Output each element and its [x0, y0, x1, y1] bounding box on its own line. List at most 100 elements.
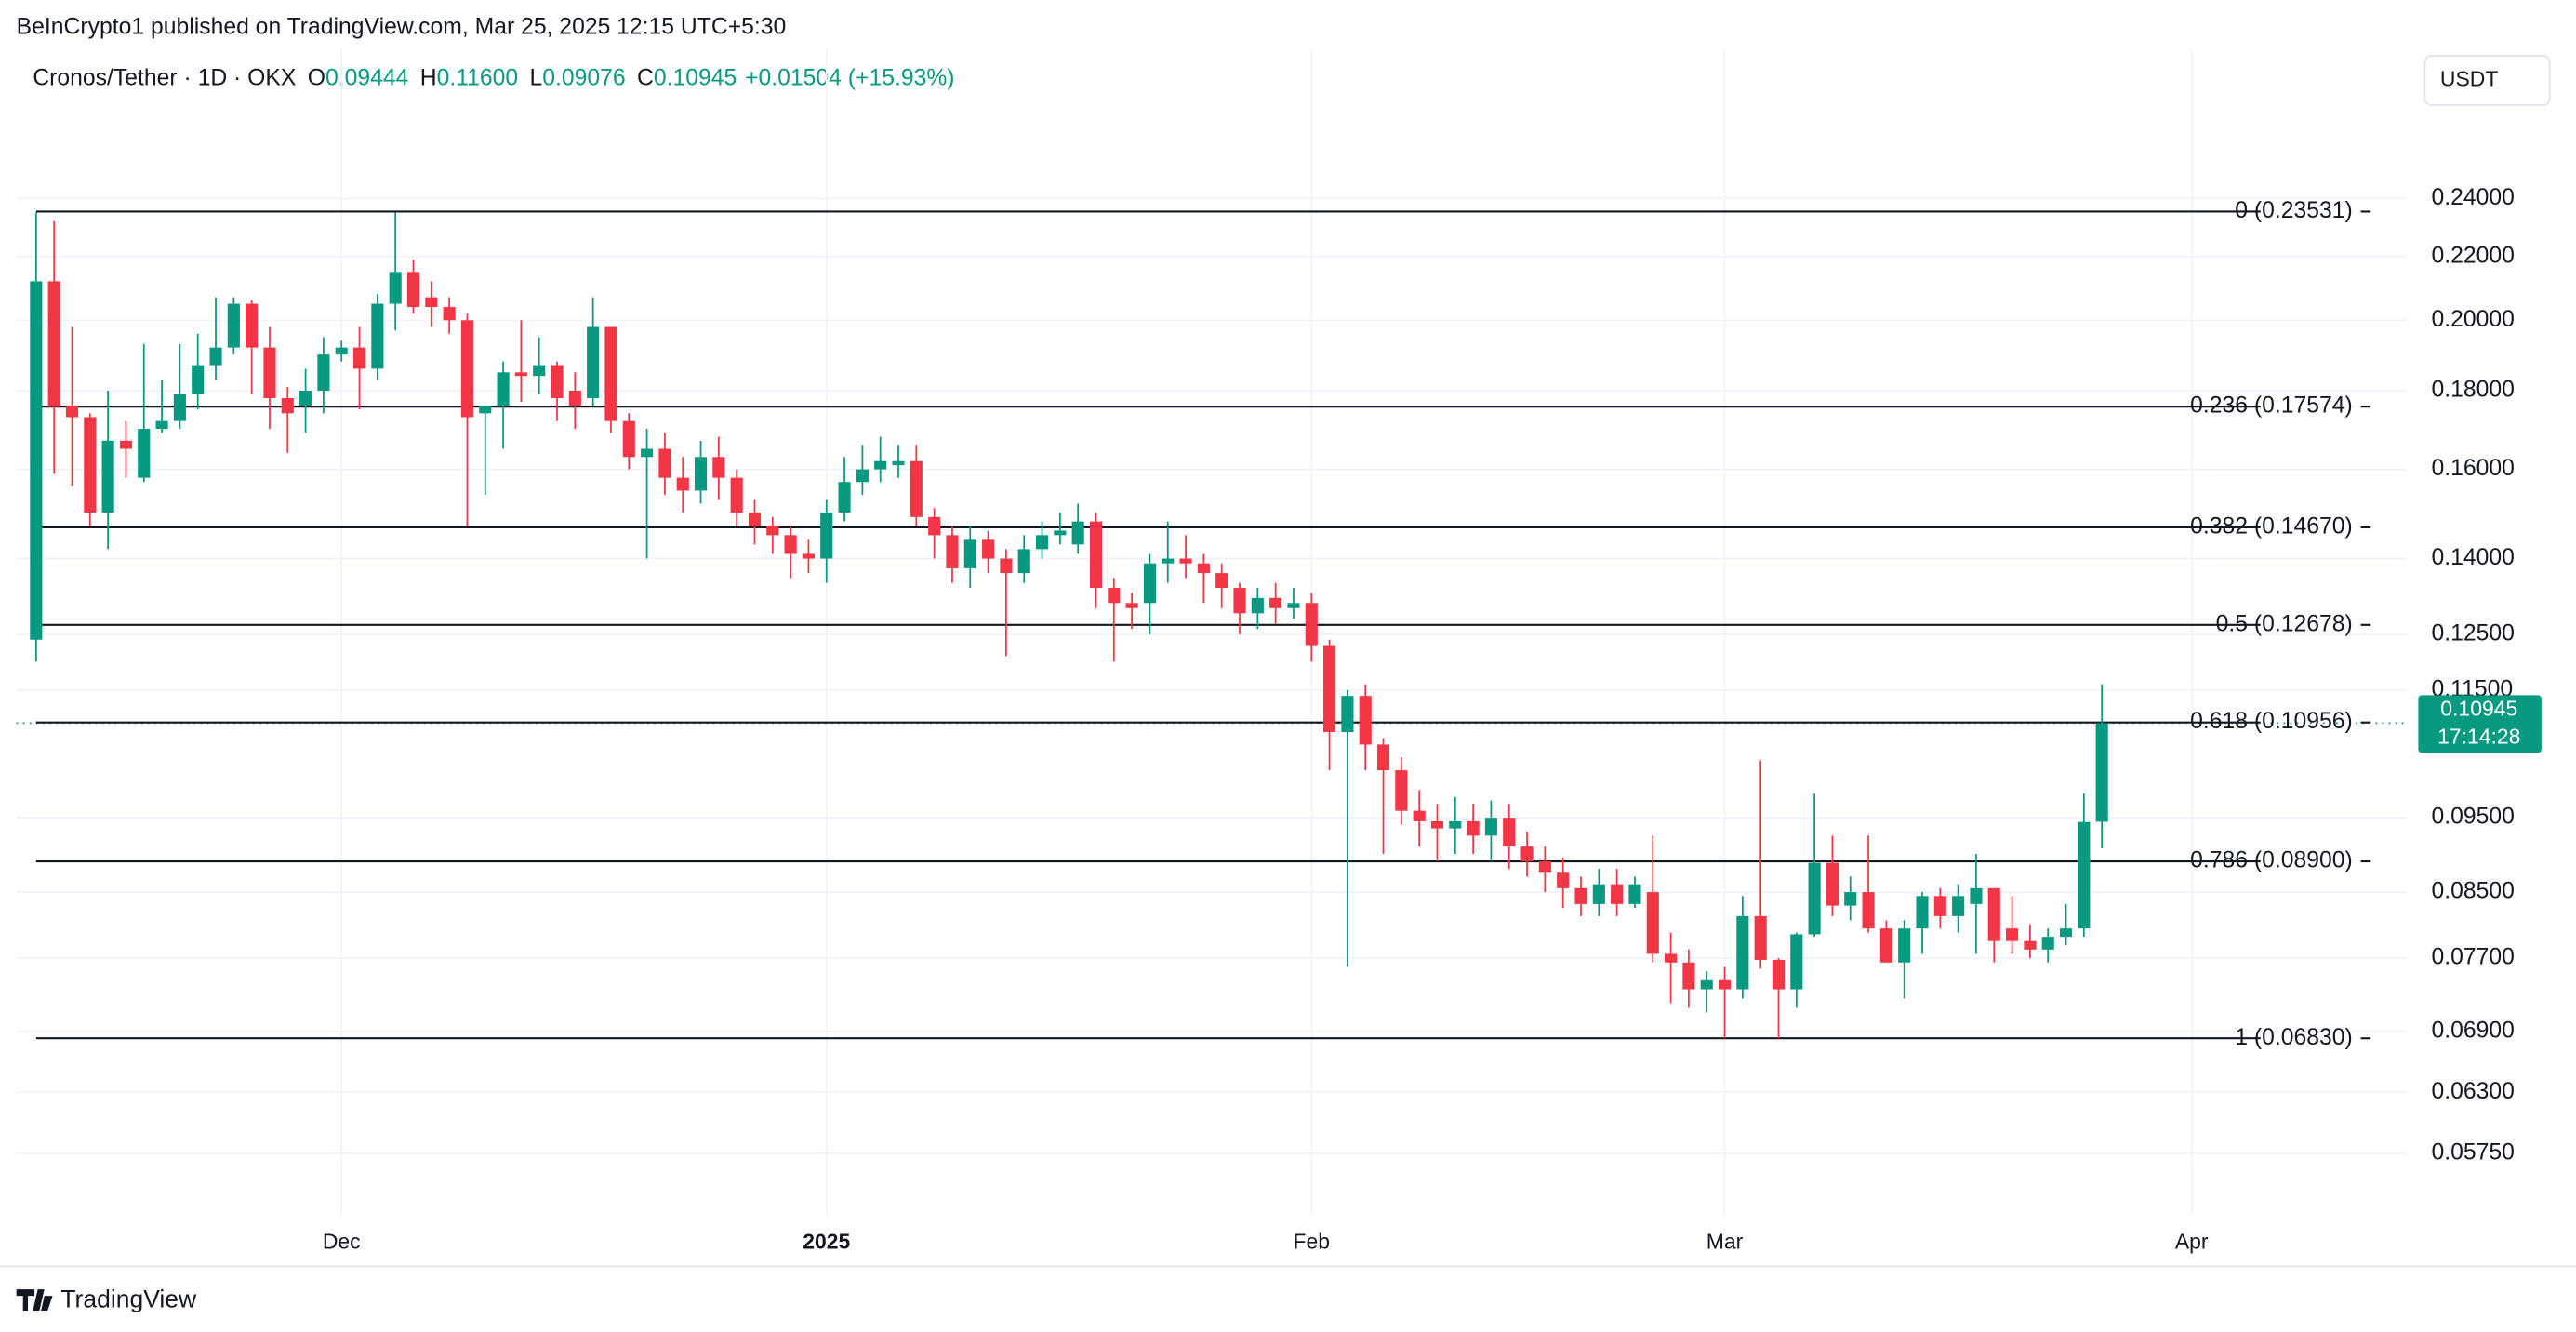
publisher-note: BeInCrypto1 published on TradingView.com…: [17, 15, 787, 40]
candle-body: [1592, 884, 1605, 904]
fib-label: 0 (0.23531): [2235, 198, 2352, 223]
candle-body: [910, 460, 923, 517]
candle-body: [892, 460, 905, 466]
candle-body: [2041, 937, 2054, 950]
candle-body: [1538, 861, 1551, 873]
candle-body: [1503, 818, 1516, 847]
x-tick-label: Feb: [1294, 1230, 1331, 1254]
candle-body: [1323, 645, 1336, 733]
candle-body: [227, 303, 240, 348]
legend-value: 0.09444: [325, 65, 409, 90]
candle-body: [1844, 892, 1857, 906]
candle-body: [1879, 928, 1892, 963]
candle-body: [748, 512, 762, 526]
candle-body: [1646, 892, 1659, 954]
x-tick-label: Apr: [2175, 1230, 2209, 1254]
candle-body: [1826, 862, 1839, 906]
candle-body: [1054, 530, 1067, 536]
fib-label: 0.618 (0.10956): [2190, 709, 2353, 734]
candle-body: [246, 303, 259, 348]
y-tick-label: 0.06300: [2432, 1079, 2515, 1104]
candle-body: [1197, 563, 1210, 574]
candle-body: [497, 372, 510, 406]
candle-body: [622, 420, 635, 458]
legend-value: 0.09076: [542, 65, 625, 90]
candle-body: [1611, 884, 1624, 904]
candle-body: [1628, 884, 1641, 904]
candle-body: [1700, 979, 1713, 990]
brand-logo: [16, 1289, 53, 1312]
y-tick-label: 0.08500: [2432, 879, 2515, 904]
candle-body: [119, 440, 133, 449]
legend: Cronos/Tether · 1D · OKX O0.09444 H0.11600…: [33, 65, 954, 90]
candle-body: [335, 347, 348, 355]
candle-body: [371, 303, 384, 369]
candle-body: [406, 272, 420, 308]
candle-body: [1251, 597, 1264, 614]
candle-body: [1933, 896, 1946, 916]
candle-body: [533, 365, 546, 377]
candle-body: [802, 553, 816, 559]
fib-label: 1 (0.06830): [2235, 1025, 2352, 1050]
candle-body: [1520, 846, 1534, 862]
legend-value: 0.11600: [437, 65, 519, 90]
candle-body: [587, 326, 600, 399]
candle-body: [694, 457, 708, 491]
fib-label: 0.382 (0.14670): [2190, 514, 2353, 539]
candle-body: [1772, 959, 1786, 990]
candle-body: [1108, 588, 1121, 604]
candle-body: [2006, 928, 2019, 941]
candle-body: [1808, 862, 1821, 935]
price-box-value: 0.10945: [2440, 696, 2517, 720]
candle-body: [30, 281, 43, 640]
candle-body: [1305, 603, 1318, 646]
candle-body: [2078, 821, 2091, 929]
candle-body: [281, 398, 294, 414]
candle-body: [2095, 723, 2108, 822]
currency-button[interactable]: [2423, 55, 2551, 106]
candle-body: [1376, 744, 1390, 771]
fib-label: 0.5 (0.12678): [2216, 611, 2353, 636]
candle-body: [963, 539, 976, 568]
candle-body: [1179, 558, 1192, 564]
candle-body: [1916, 896, 1929, 929]
y-tick-label: 0.18000: [2432, 378, 2515, 403]
candle-body: [1233, 588, 1246, 614]
candle-body: [1017, 549, 1030, 574]
candle-body: [1413, 810, 1426, 821]
x-tick-label: Dec: [323, 1230, 361, 1254]
candle-body: [1790, 934, 1803, 990]
y-tick-label: 0.24000: [2432, 185, 2515, 210]
candle-body: [263, 347, 276, 399]
x-tick-label: Mar: [1706, 1230, 1744, 1254]
candle-body: [982, 539, 995, 559]
legend-key: H: [420, 65, 437, 90]
candle-body: [1449, 820, 1462, 829]
candle-body: [874, 460, 887, 470]
candle-body: [352, 347, 366, 369]
candle-body: [1143, 563, 1156, 604]
currency[interactable]: USDT: [2440, 67, 2498, 91]
candle-body: [676, 477, 689, 491]
candle-body: [173, 393, 186, 421]
candle-body: [1071, 521, 1084, 545]
legend-text: Cronos/Tether · 1D · OKX O0.09444 H0.11600…: [33, 65, 954, 90]
candle-body: [1862, 892, 1875, 929]
candle-body: [138, 429, 151, 478]
candle-body: [658, 448, 671, 478]
candle-body: [946, 535, 959, 568]
candle-body: [1970, 887, 1983, 904]
candle-body: [1089, 521, 1103, 589]
candle-body: [65, 406, 79, 418]
candle-body: [820, 512, 833, 559]
candle-body: [1162, 558, 1175, 564]
candle-body: [1574, 887, 1587, 904]
candle-body: [1754, 915, 1767, 960]
candle-body: [1736, 915, 1749, 990]
candle-body: [568, 390, 581, 406]
candle-body: [766, 526, 779, 536]
candle-body: [192, 365, 205, 394]
